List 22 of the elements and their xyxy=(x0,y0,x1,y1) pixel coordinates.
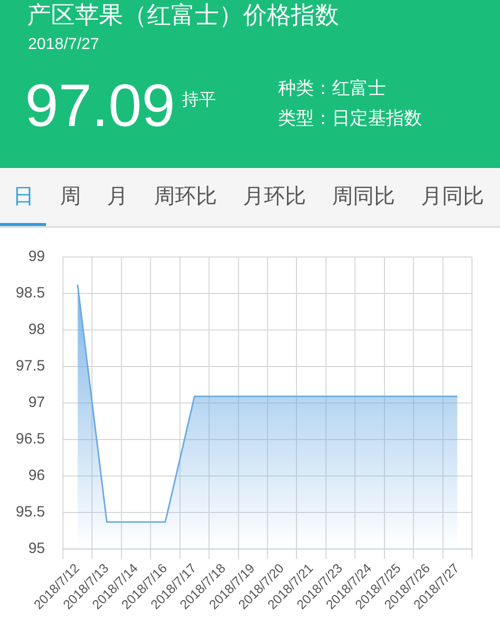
y-tick-label: 97 xyxy=(28,394,45,412)
chart-title: 产区苹果（红富士）价格指数 xyxy=(27,1,339,29)
y-tick-label: 95.5 xyxy=(16,504,45,521)
text: 种类：红富士 xyxy=(278,78,386,99)
text: 月同比 xyxy=(421,184,484,208)
text: 周 xyxy=(60,184,81,208)
y-tick-label: 98 xyxy=(28,321,45,338)
y-tick-label: 96.5 xyxy=(16,430,45,448)
text: 周环比 xyxy=(154,184,217,208)
y-tick-label: 95 xyxy=(28,540,45,558)
y-tick-label: 97.5 xyxy=(16,358,45,375)
y-tick-label: 99 xyxy=(28,248,45,266)
text: 月环比 xyxy=(243,184,306,208)
text: 月 xyxy=(107,184,128,208)
text: 日 xyxy=(13,184,34,208)
y-tick-label: 98.5 xyxy=(16,284,45,302)
text: 持平 xyxy=(182,90,216,110)
text: 类型：日定基指数 xyxy=(278,108,422,129)
text: 97.09 xyxy=(25,72,176,139)
text: 周同比 xyxy=(332,184,395,208)
chart-subtitle: 2018/7/27 xyxy=(28,36,100,54)
y-tick-label: 96 xyxy=(28,467,45,484)
